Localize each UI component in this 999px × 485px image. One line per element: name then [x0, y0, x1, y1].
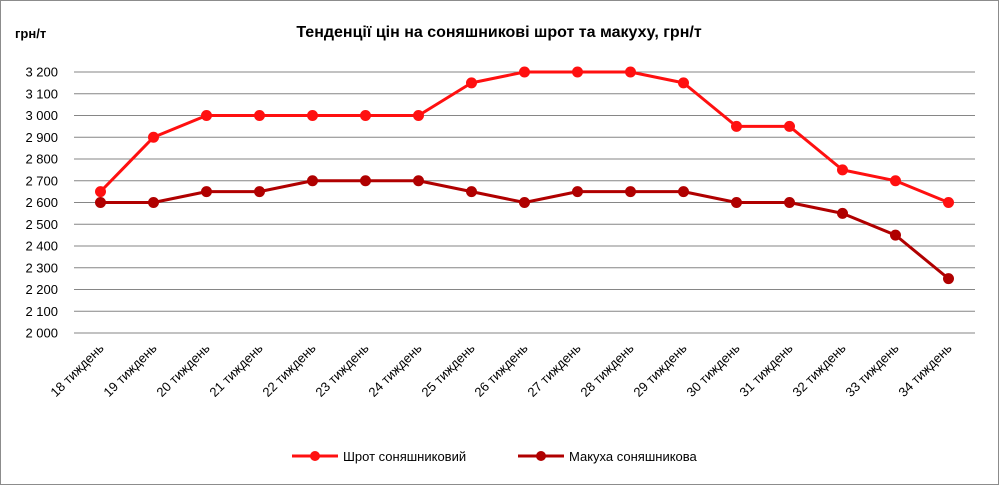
data-point: [784, 197, 795, 208]
data-point: [837, 207, 848, 219]
legend: Шрот соняшниковий Макуха соняшникова: [292, 449, 698, 464]
data-point: [519, 197, 530, 208]
y-tick-label: 2 000: [25, 326, 58, 341]
x-tick-label: 19 тиждень: [100, 340, 159, 399]
data-point: [572, 66, 583, 78]
x-tick-label: 26 тиждень: [471, 340, 530, 399]
y-axis-ticks: 2 000 2 100 2 200 2 300 2 400 2 500 2 600 2 700…: [25, 65, 58, 341]
data-point: [678, 186, 689, 198]
y-tick-label: 2 600: [25, 195, 58, 210]
x-tick-label: 31 тиждень: [736, 340, 795, 399]
data-point: [890, 175, 901, 187]
x-tick-label: 21 тиждень: [206, 340, 265, 399]
data-point: [466, 77, 477, 89]
legend-marker: [310, 451, 320, 461]
x-tick-label: 24 тиждень: [365, 340, 424, 399]
data-point: [95, 197, 106, 208]
x-tick-label: 23 тиждень: [312, 340, 371, 399]
data-point: [625, 186, 636, 198]
data-point: [201, 186, 212, 198]
data-point: [837, 164, 848, 176]
y-tick-label: 3 200: [25, 65, 58, 80]
x-tick-label: 34 тиждень: [895, 340, 954, 399]
y-tick-label: 2 800: [25, 152, 58, 167]
data-point: [466, 186, 477, 198]
legend-item: Шрот соняшниковий: [292, 449, 466, 464]
y-tick-label: 2 500: [25, 217, 58, 232]
data-point: [307, 175, 318, 187]
series-1: [95, 66, 954, 208]
x-tick-label: 27 тиждень: [524, 340, 583, 399]
y-tick-label: 2 200: [25, 282, 58, 297]
legend-label: Шрот соняшниковий: [343, 449, 466, 464]
data-point: [413, 175, 424, 187]
series-layer: [95, 66, 954, 285]
data-point: [625, 66, 636, 78]
data-point: [731, 120, 742, 132]
data-point: [890, 229, 901, 241]
data-point: [943, 273, 954, 285]
y-axis-unit-label: грн/т: [15, 26, 46, 41]
y-tick-label: 2 100: [25, 304, 58, 319]
x-tick-label: 30 тиждень: [683, 340, 742, 399]
data-point: [360, 110, 371, 121]
x-tick-label: 32 тиждень: [789, 340, 848, 399]
x-tick-label: 20 тиждень: [153, 340, 212, 399]
chart-title: Тенденції цін на соняшникові шрот та мак…: [296, 24, 701, 41]
data-point: [254, 186, 265, 198]
data-point: [731, 197, 742, 208]
y-tick-label: 3 000: [25, 108, 58, 123]
data-point: [360, 175, 371, 187]
x-tick-label: 22 тиждень: [259, 340, 318, 399]
y-tick-label: 2 700: [25, 173, 58, 188]
y-tick-label: 2 300: [25, 260, 58, 275]
y-tick-label: 2 900: [25, 130, 58, 145]
data-point: [784, 120, 795, 132]
x-tick-label: 25 тиждень: [418, 340, 477, 399]
x-tick-label: 33 тиждень: [842, 340, 901, 399]
legend-marker: [536, 451, 546, 461]
legend-item: Макуха соняшникова: [518, 449, 698, 464]
data-point: [95, 186, 106, 198]
data-point: [148, 197, 159, 208]
y-tick-label: 2 400: [25, 239, 58, 254]
x-tick-label: 29 тиждень: [630, 340, 689, 399]
data-point: [678, 77, 689, 89]
data-point: [519, 66, 530, 78]
series-line: [100, 179, 950, 280]
data-point: [572, 186, 583, 198]
x-tick-label: 18 тиждень: [47, 340, 106, 399]
data-point: [307, 110, 318, 121]
y-tick-label: 3 100: [25, 86, 58, 101]
x-tick-label: 28 тиждень: [577, 340, 636, 399]
data-point: [943, 197, 954, 208]
data-point: [201, 110, 212, 121]
data-point: [254, 110, 265, 121]
legend-label: Макуха соняшникова: [569, 449, 698, 464]
series-2: [95, 175, 954, 285]
data-point: [413, 110, 424, 121]
data-point: [148, 131, 159, 143]
